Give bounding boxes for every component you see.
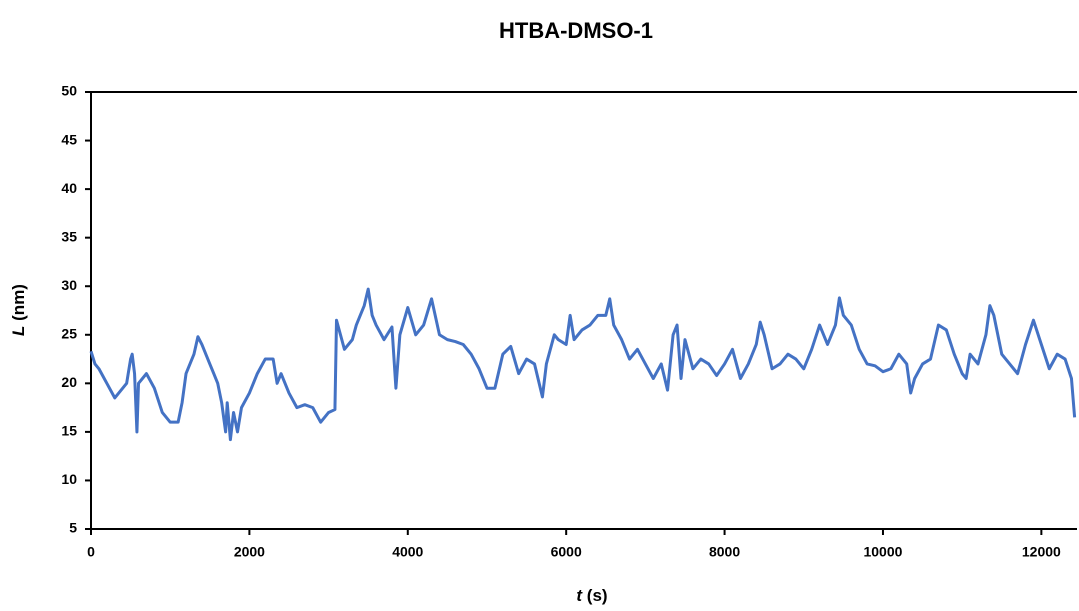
chart-title: HTBA-DMSO-1 bbox=[499, 18, 653, 43]
y-tick-label: 15 bbox=[61, 423, 77, 439]
x-axis-label: t (s) bbox=[576, 586, 607, 605]
data-line bbox=[89, 287, 1077, 442]
y-tick-label: 45 bbox=[61, 131, 77, 147]
x-tick-label: 0 bbox=[87, 544, 95, 560]
x-tick-label: 4000 bbox=[392, 544, 423, 560]
y-tick-label: 20 bbox=[61, 374, 77, 390]
y-tick-label: 25 bbox=[61, 325, 77, 341]
y-tick-label: 10 bbox=[61, 471, 77, 487]
x-tick-label: 10000 bbox=[863, 544, 902, 560]
y-tick-label: 5 bbox=[69, 520, 77, 536]
x-tick-label: 6000 bbox=[551, 544, 582, 560]
y-tick-label: 30 bbox=[61, 277, 77, 293]
y-tick-label: 40 bbox=[61, 180, 77, 196]
x-tick-label: 2000 bbox=[234, 544, 265, 560]
x-tick-label: 12000 bbox=[1022, 544, 1061, 560]
y-tick-label: 35 bbox=[61, 228, 77, 244]
y-axis-label: L (nm) bbox=[9, 284, 28, 336]
x-tick-label: 8000 bbox=[709, 544, 740, 560]
y-tick-label: 50 bbox=[61, 83, 77, 99]
